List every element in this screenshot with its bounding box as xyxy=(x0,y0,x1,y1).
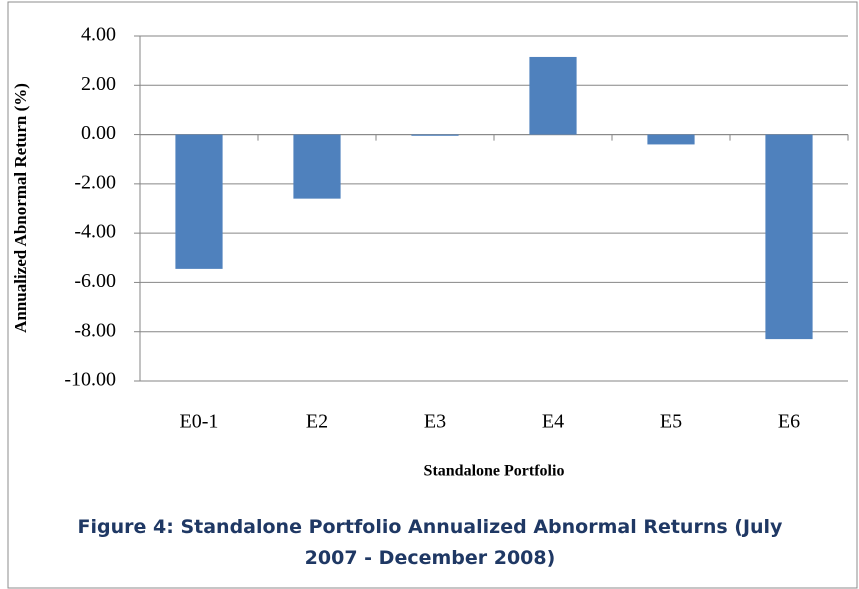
bar xyxy=(293,134,341,199)
bar xyxy=(411,134,459,136)
chart-title: Figure 4: Standalone Portfolio Annualize… xyxy=(77,516,783,569)
x-tick-label: E0-1 xyxy=(180,411,219,433)
y-tick-label: -4.00 xyxy=(74,221,116,243)
x-tick-label: E3 xyxy=(424,411,446,433)
x-tick-label: E5 xyxy=(660,411,682,433)
y-tick-label: -6.00 xyxy=(74,270,116,292)
x-tick-label: E2 xyxy=(306,411,328,433)
bar xyxy=(647,134,695,145)
y-tick-label: -8.00 xyxy=(74,319,116,341)
y-axis-label: Annualized Abnormal Return (%) xyxy=(11,83,30,333)
y-tick-label: 2.00 xyxy=(81,73,116,95)
x-axis-label: Standalone Portfolio xyxy=(424,463,565,480)
bar xyxy=(175,134,223,269)
y-tick-label: 0.00 xyxy=(81,122,116,144)
y-tick-label: -10.00 xyxy=(64,369,116,391)
y-tick-label: 4.00 xyxy=(81,24,116,46)
x-tick-label: E6 xyxy=(778,411,800,433)
x-tick-label: E4 xyxy=(542,411,564,433)
bar xyxy=(765,134,813,340)
y-tick-label: -2.00 xyxy=(74,171,116,193)
bar xyxy=(529,56,577,135)
chart-border xyxy=(7,1,858,589)
